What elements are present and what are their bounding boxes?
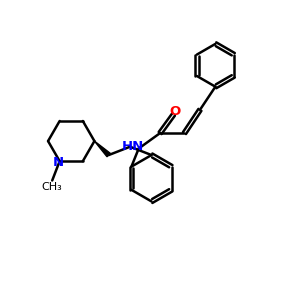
Text: N: N (53, 156, 64, 169)
Text: CH₃: CH₃ (41, 182, 62, 192)
Text: O: O (169, 105, 181, 118)
Text: HN: HN (122, 140, 145, 153)
Polygon shape (94, 141, 110, 157)
